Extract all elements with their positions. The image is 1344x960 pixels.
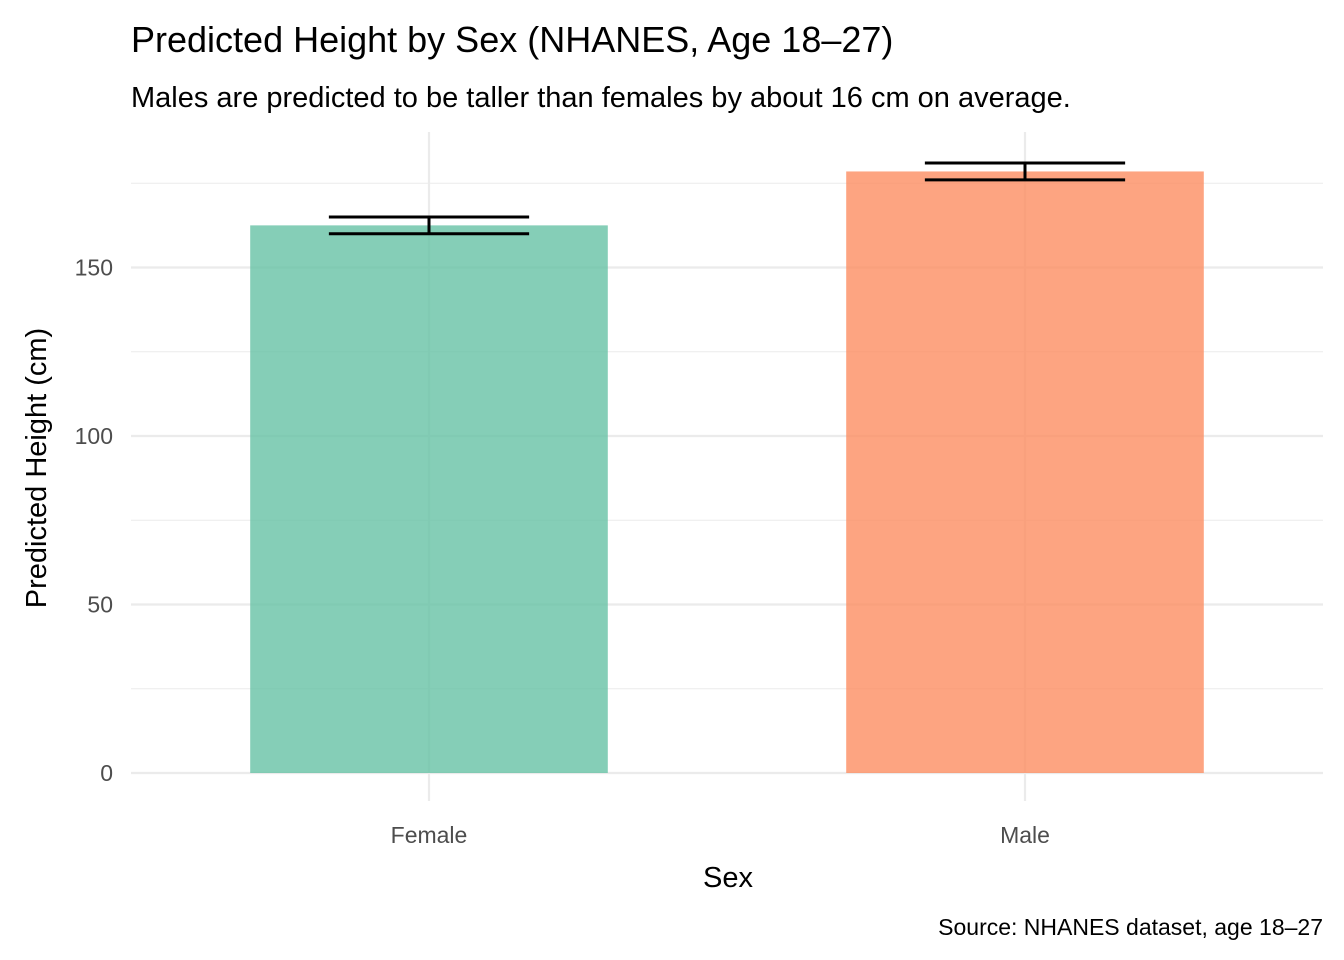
x-axis-title: Sex	[703, 862, 753, 894]
bar-female	[250, 225, 608, 773]
chart-subtitle: Males are predicted to be taller than fe…	[131, 82, 1071, 114]
bars-group	[250, 171, 1204, 773]
y-tick-label: 150	[75, 255, 113, 281]
y-tick-label: 0	[100, 760, 113, 786]
chart-title: Predicted Height by Sex (NHANES, Age 18–…	[131, 19, 893, 60]
y-axis-title: Predicted Height (cm)	[21, 328, 53, 608]
x-tick-labels: Female Male	[391, 822, 1050, 848]
y-tick-label: 50	[87, 592, 113, 618]
x-tick-label-female: Female	[391, 822, 468, 848]
y-tick-labels: 0 50 100 150	[75, 255, 113, 787]
chart-caption: Source: NHANES dataset, age 18–27	[938, 914, 1323, 940]
error-bars-group	[328, 161, 1126, 236]
bar-male	[846, 171, 1204, 773]
y-tick-label: 100	[75, 423, 113, 449]
x-tick-label-male: Male	[1000, 822, 1050, 848]
